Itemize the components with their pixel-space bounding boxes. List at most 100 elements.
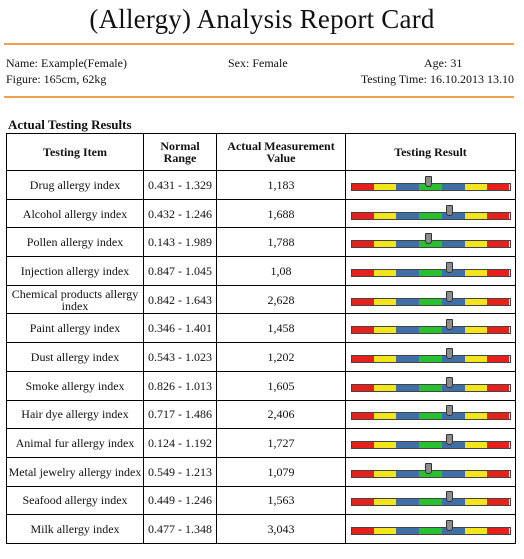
table-row: Animal fur allergy index 0.124 - 1.192 1,7… [6,428,516,458]
table-row: Paint allergy index 0.346 - 1.401 1,458 [6,313,516,344]
scale-segment-green [419,413,442,420]
sex-label: Sex: [228,56,250,70]
scale-segment-yellow [465,528,488,535]
top-divider [4,43,514,45]
scale-segment-yellow [373,499,396,506]
scale-segment-blue [441,413,466,420]
scale-segment-yellow [373,528,396,535]
range-cell: 0.847 - 1.045 [143,256,217,286]
result-indicator [350,462,511,478]
result-pointer-icon [425,175,433,187]
table-row: Alcohol allergy index 0.432 - 1.246 1,688 [6,198,516,229]
scale-segment-yellow [465,470,488,477]
result-indicator [350,261,511,277]
scale-segment-blue [395,212,420,219]
scale-segment-red [351,442,374,449]
result-scale-bar [350,441,511,450]
scale-segment-blue [395,355,420,362]
scale-segment-blue [395,327,420,334]
range-cell: 0.346 - 1.401 [143,313,217,344]
age-label: Age: [424,56,448,70]
result-scale-bar [350,412,511,421]
figure-info: Figure: 165cm, 62kg [6,72,106,87]
result-indicator [350,405,511,421]
actual-value-cell: 1,688 [216,198,346,229]
item-cell: Dust allergy index [6,342,144,372]
scale-segment-red [487,241,510,248]
result-pointer-icon [446,204,454,216]
result-indicator [350,204,511,220]
result-cell [345,198,516,229]
scale-segment-red [351,327,374,334]
result-pointer-icon [446,319,454,331]
scale-segment-yellow [373,442,396,449]
scale-segment-blue [395,384,420,391]
actual-value-cell: 1,788 [216,227,346,258]
scale-segment-green [419,499,442,506]
scale-segment-green [419,384,442,391]
header-testing-item: Testing Item [6,133,144,171]
scale-segment-yellow [373,384,396,391]
result-scale-bar [350,326,511,335]
range-cell: 0.717 - 1.486 [143,399,217,430]
item-cell: Chemical products allergy index [6,284,144,315]
scale-segment-green [419,327,442,334]
result-scale-bar [350,268,511,277]
scale-segment-red [351,355,374,362]
result-cell [345,428,516,458]
testing-time-value: 16.10.2013 13.10 [430,72,514,86]
testing-time-info: Testing Time: 16.10.2013 13.10 [361,72,514,87]
scale-segment-yellow [373,327,396,334]
actual-value-cell: 1,727 [216,428,346,458]
scale-segment-red [487,183,510,190]
scale-segment-green [419,442,442,449]
result-indicator [350,319,511,335]
result-cell [345,313,516,344]
scale-segment-yellow [465,298,488,305]
table-row: Seafood allergy index 0.449 - 1.246 1,563 [6,485,516,516]
scale-segment-blue [441,499,466,506]
item-cell: Injection allergy index [6,256,144,286]
results-body: Drug allergy index 0.431 - 1.329 1,183 Alco… [6,170,516,544]
scale-segment-blue [441,241,466,248]
scale-segment-red [351,499,374,506]
table-row: Hair dye allergy index 0.717 - 1.486 2,406 [6,399,516,430]
name-info: Name: Example(Female) [6,56,127,71]
scale-segment-red [487,384,510,391]
table-row: Smoke allergy index 0.826 - 1.013 1,605 [6,370,516,401]
scale-segment-red [351,241,374,248]
scale-segment-green [419,355,442,362]
scale-segment-red [351,528,374,535]
result-scale-bar [350,354,511,363]
item-cell: Pollen allergy index [6,227,144,258]
result-indicator [350,520,511,536]
result-cell [345,485,516,516]
table-row: Dust allergy index 0.543 - 1.023 1,202 [6,342,516,372]
scale-segment-yellow [465,327,488,334]
scale-segment-blue [441,355,466,362]
scale-segment-blue [395,499,420,506]
scale-segment-yellow [465,269,488,276]
item-cell: Seafood allergy index [6,485,144,516]
scale-segment-green [419,528,442,535]
scale-segment-blue [441,212,466,219]
table-row: Pollen allergy index 0.143 - 1.989 1,788 [6,227,516,258]
result-pointer-icon [446,405,454,417]
header-normal-range: Normal Range [143,133,217,171]
actual-value-cell: 2,406 [216,399,346,430]
range-cell: 0.124 - 1.192 [143,428,217,458]
result-pointer-icon [446,290,454,302]
scale-segment-red [351,269,374,276]
result-indicator [350,434,511,450]
header-actual-value: Actual Measurement Value [216,133,346,171]
result-scale-bar [350,211,511,220]
result-pointer-icon [446,376,454,388]
scale-segment-blue [441,384,466,391]
actual-value-cell: 1,183 [216,170,346,200]
item-cell: Paint allergy index [6,313,144,344]
scale-segment-green [419,212,442,219]
scale-segment-green [419,470,442,477]
scale-segment-red [351,183,374,190]
range-cell: 0.143 - 1.989 [143,227,217,258]
scale-segment-yellow [465,241,488,248]
